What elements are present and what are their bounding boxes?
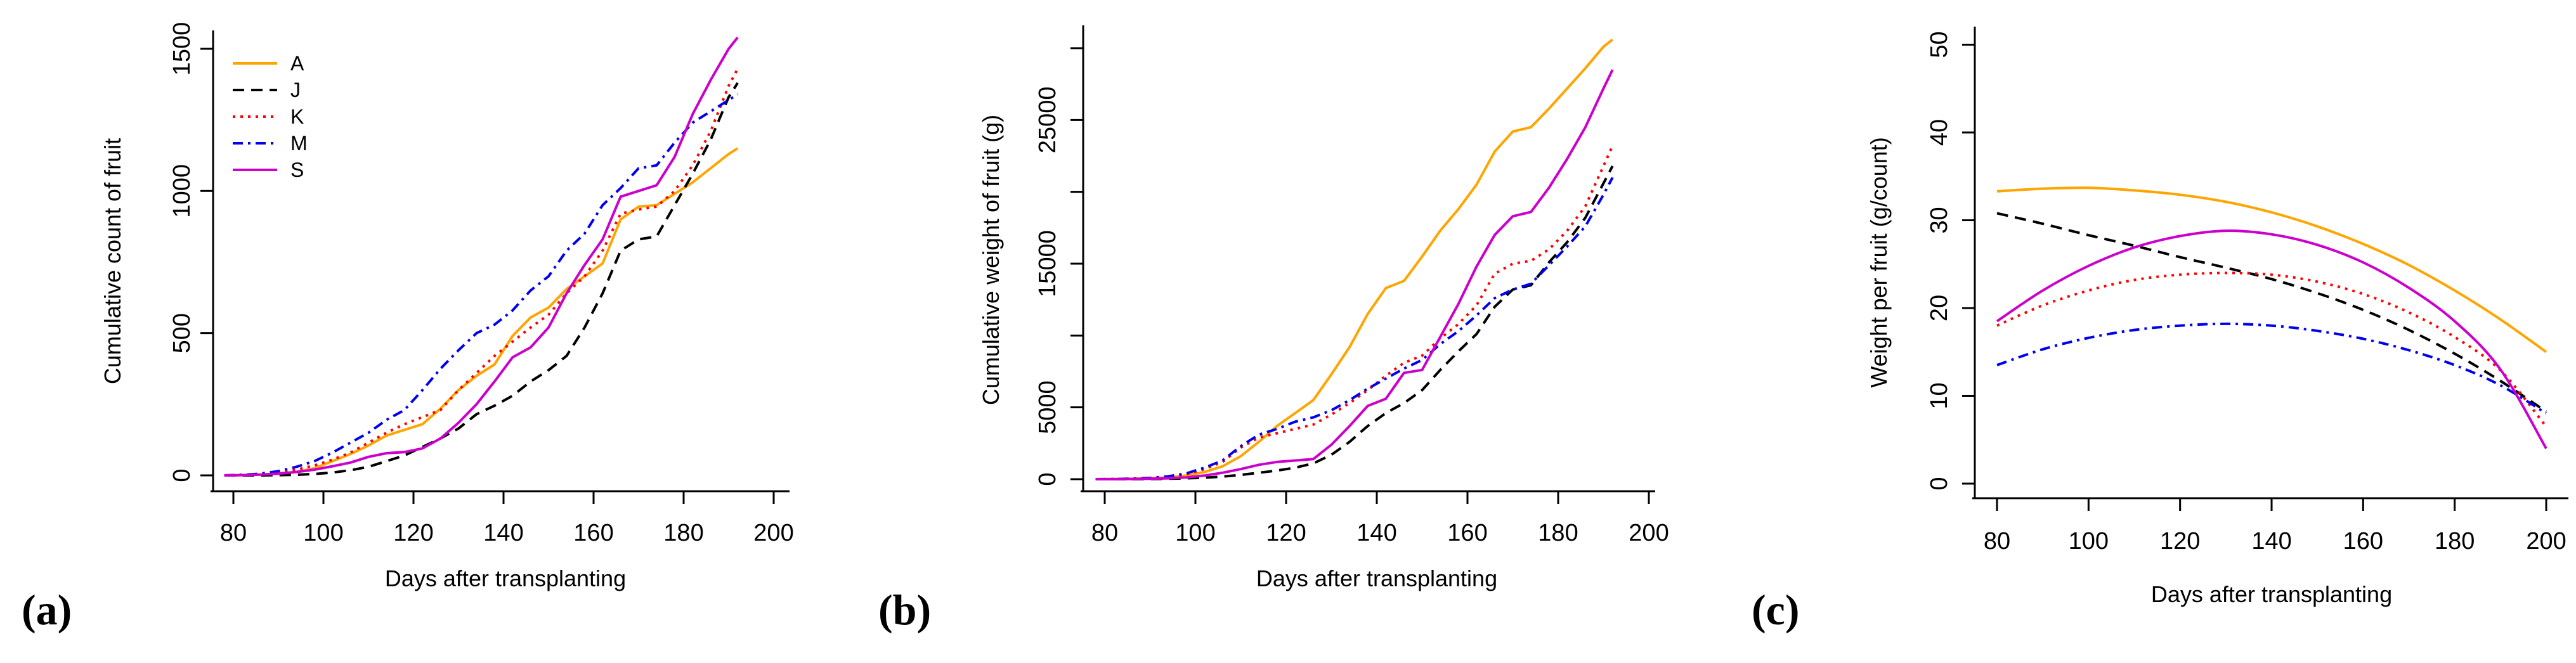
x-tick-label: 140 (483, 520, 523, 546)
legend-label-S: S (290, 158, 304, 181)
x-tick-label: 180 (1538, 520, 1578, 546)
panel-c-group: Days after transplanting Weight per frui… (1866, 27, 2568, 607)
x-tick-label: 180 (2435, 528, 2475, 555)
x-tick-label: 120 (2160, 528, 2200, 555)
panel-a-ylabel: Cumulative count of fruit (100, 138, 126, 384)
x-tick-label: 140 (1356, 520, 1396, 546)
series-line-K (1095, 145, 1614, 480)
y-tick-label: 15000 (1034, 230, 1061, 297)
series-line-J (1095, 165, 1614, 480)
x-tick-label: 80 (1091, 520, 1118, 546)
y-tick-label: 500 (169, 313, 195, 353)
x-tick-label: 140 (2251, 528, 2291, 555)
series-line-M (1095, 177, 1614, 480)
series-line-A (1996, 186, 2547, 353)
panel-b-ylabel: Cumulative weight of fruit (g) (978, 115, 1004, 405)
x-tick-label: 200 (2526, 528, 2566, 555)
x-tick-label: 120 (1266, 520, 1306, 546)
x-tick-label: 100 (2069, 528, 2109, 555)
legend-label-K: K (290, 105, 304, 128)
y-tick-label: 20 (1926, 295, 1953, 321)
y-tick-label: 30 (1926, 207, 1953, 233)
series-line-M (1996, 322, 2547, 415)
x-tick-label: 80 (220, 520, 247, 546)
panel-b-xlabel: Days after transplanting (1256, 565, 1497, 591)
series-line-J (1996, 212, 2547, 413)
y-tick-label: 25000 (1034, 86, 1061, 153)
y-tick-label: 5000 (1034, 380, 1061, 434)
x-tick-label: 180 (663, 520, 703, 546)
series-line-K (224, 68, 739, 477)
x-tick-label: 80 (1984, 528, 2010, 555)
series-line-S (224, 36, 739, 477)
x-tick-label: 200 (1629, 520, 1669, 546)
series-line-S (1996, 229, 2547, 449)
series-line-S (1095, 69, 1614, 480)
y-tick-label: 0 (1034, 472, 1061, 486)
panel-b-group: Days after transplanting Cumulative weig… (978, 25, 1669, 591)
series-line-J (224, 82, 739, 477)
panel-c-xlabel: Days after transplanting (2151, 581, 2392, 607)
y-tick-label: 10 (1926, 382, 1953, 409)
y-tick-label: 50 (1926, 31, 1953, 58)
x-tick-label: 200 (753, 520, 793, 546)
panel-a-letter: (a) (22, 586, 72, 634)
panel-a-xlabel: Days after transplanting (385, 565, 626, 591)
y-tick-label: 0 (1926, 477, 1953, 490)
panel-b-letter: (b) (878, 586, 932, 634)
y-tick-label: 1000 (169, 164, 195, 218)
legend-label-J: J (290, 79, 301, 101)
panel-c-letter: (c) (1752, 586, 1800, 634)
panel-c-ylabel: Weight per fruit (g/count) (1866, 137, 1892, 388)
x-tick-label: 160 (573, 520, 613, 546)
y-tick-label: 40 (1926, 119, 1953, 146)
x-tick-label: 120 (393, 520, 433, 546)
legend-label-M: M (290, 132, 308, 155)
panel-a-group: Days after transplanting Cumulative coun… (100, 22, 794, 591)
x-tick-label: 160 (1447, 520, 1487, 546)
series-line-A (1095, 38, 1614, 480)
legend-label-A: A (290, 52, 304, 75)
series-line-A (224, 147, 739, 477)
x-tick-label: 160 (2343, 528, 2383, 555)
y-tick-label: 1500 (169, 22, 195, 76)
y-tick-label: 0 (169, 468, 195, 482)
x-tick-label: 100 (1175, 520, 1215, 546)
x-tick-label: 100 (303, 520, 343, 546)
